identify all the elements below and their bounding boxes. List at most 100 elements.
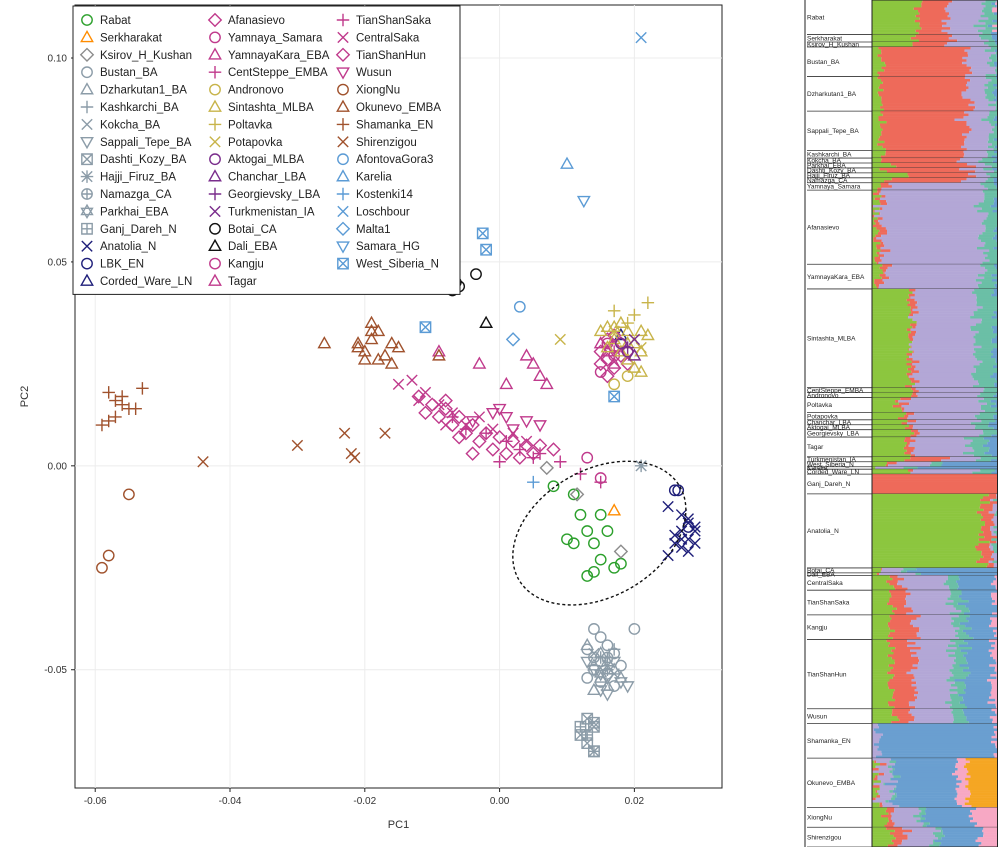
admixture-bar [992, 91, 998, 95]
admixture-bar [892, 693, 915, 697]
admixture-bar [872, 390, 914, 393]
legend-label: AfontovaGora3 [356, 154, 433, 166]
admixture-bar [974, 288, 994, 292]
admixture-bar [963, 150, 987, 154]
admixture-bar [909, 442, 971, 445]
admixture-bar [994, 755, 998, 759]
admixture-bar [956, 646, 972, 650]
admixture-bar [891, 595, 907, 598]
admixture-bar [872, 442, 908, 445]
admixture-bar [883, 271, 885, 275]
data-point [569, 487, 585, 502]
admixture-bar [980, 182, 995, 186]
admixture-bar [980, 264, 995, 267]
admixture-bar [872, 506, 980, 509]
admixture-bar [872, 688, 895, 692]
admixture-bar [963, 116, 988, 119]
admixture-bar [985, 229, 994, 233]
legend-label: Andronovo [228, 85, 284, 97]
admixture-bar [894, 706, 916, 709]
admixture-bar [872, 69, 885, 72]
admixture-bar [966, 659, 996, 663]
admixture-bar [887, 170, 976, 174]
legend-marker [209, 153, 221, 166]
admixture-bar [958, 693, 992, 697]
admixture-bar [872, 802, 880, 806]
admixture-bar [993, 516, 998, 519]
admixture-bar [989, 446, 998, 450]
admixture-bar [993, 93, 998, 97]
admixture-group: TianShanHun [807, 639, 998, 710]
legend-label: Sintashta_MLBA [228, 102, 314, 114]
data-point [593, 336, 608, 349]
admixture-bar [895, 785, 897, 788]
admixture-bar [984, 535, 998, 539]
admixture-bar [885, 64, 967, 67]
admixture-bar [889, 597, 906, 601]
admixture-bar [872, 642, 890, 645]
legend-label: Dali_EBA [228, 241, 278, 253]
admixture-bar [991, 518, 998, 522]
admixture-bar [960, 145, 988, 149]
legend-entry: Serkharakat [80, 29, 163, 44]
admixture-bar [872, 671, 888, 675]
admixture-bar [907, 316, 971, 319]
admixture-bar [950, 696, 963, 700]
admixture-bar [941, 827, 984, 830]
admixture-bar [980, 14, 998, 18]
admixture-bar [917, 696, 951, 700]
admixture-bar [906, 671, 952, 675]
admixture-bar [916, 434, 980, 438]
legend-entry: Karelia [336, 169, 392, 184]
admixture-bar [992, 167, 998, 171]
admixture-bar [976, 358, 996, 361]
data-point [627, 348, 642, 361]
admixture-bar [939, 844, 979, 847]
admixture-bar [905, 437, 911, 440]
admixture-bar [957, 691, 966, 695]
admixture-bar [887, 701, 909, 705]
admixture-bar [980, 469, 996, 472]
admixture-bar [954, 679, 988, 682]
data-point [613, 344, 628, 357]
admixture-bar [993, 12, 998, 16]
admixture-bar [872, 548, 977, 551]
admixture-bar [971, 805, 998, 808]
data-point [547, 480, 560, 493]
admixture-bar [872, 597, 890, 601]
admixture-bar [872, 701, 888, 705]
admixture-bar [888, 634, 917, 638]
admixture-bar [990, 46, 998, 50]
data-point [613, 677, 628, 690]
admixture-bar [953, 713, 965, 717]
admixture-bar [893, 824, 923, 828]
data-point [615, 337, 627, 350]
admixture-bar [872, 592, 891, 596]
admixture-bar [987, 177, 994, 181]
admixture-bar [872, 792, 879, 796]
admixture-bar [966, 135, 989, 139]
legend-label: Kashkarchi_BA [100, 102, 179, 114]
admixture-bar [968, 103, 989, 107]
admixture-bar [916, 392, 981, 396]
admixture-bar [872, 256, 875, 260]
admixture-bar [951, 671, 971, 675]
admixture-bar [992, 508, 998, 512]
admixture-bar [975, 338, 992, 342]
admixture-bar [953, 666, 969, 670]
admixture-bar [969, 125, 995, 129]
admixture-bar [878, 740, 992, 744]
admixture-bar [907, 442, 910, 445]
admixture-bar [958, 760, 970, 764]
admixture-bar [907, 639, 951, 643]
admixture-bar [988, 135, 998, 139]
group-label: Sintashta_MLBA [807, 336, 856, 343]
admixture-bar [885, 150, 964, 154]
admixture-bar [876, 261, 879, 265]
data-point [628, 623, 641, 635]
admixture-bar [992, 553, 998, 556]
admixture-bar [953, 674, 969, 677]
admixture-bar [964, 76, 986, 80]
admixture-bar [976, 246, 994, 250]
admixture-bar [962, 451, 985, 455]
